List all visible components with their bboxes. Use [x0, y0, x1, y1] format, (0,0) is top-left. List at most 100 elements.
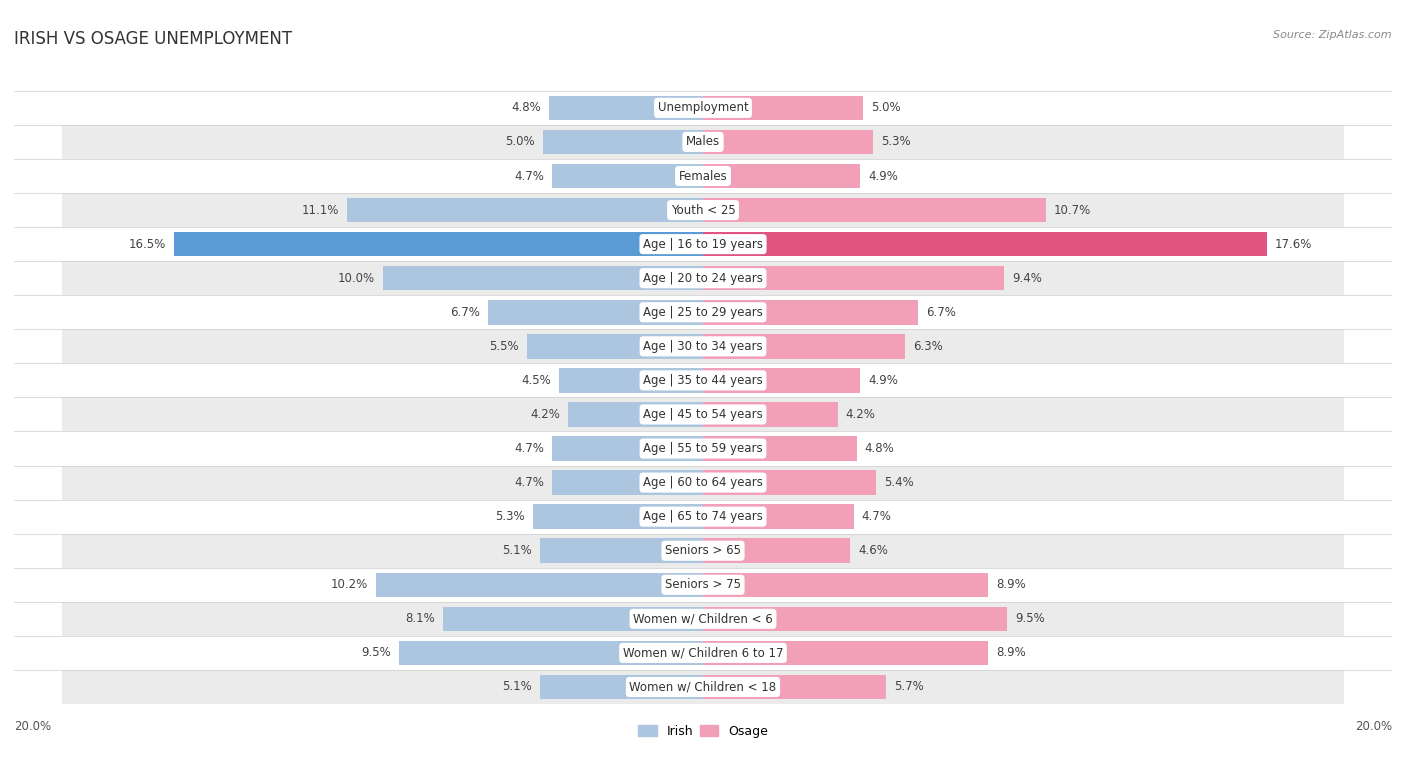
Text: 16.5%: 16.5%	[129, 238, 166, 251]
Bar	[558, 368, 703, 393]
Bar	[488, 300, 703, 325]
Bar	[62, 261, 1344, 295]
Text: Age | 20 to 24 years: Age | 20 to 24 years	[643, 272, 763, 285]
Bar	[703, 436, 856, 461]
Bar	[568, 402, 703, 427]
Text: 4.9%: 4.9%	[868, 374, 898, 387]
Text: Age | 30 to 34 years: Age | 30 to 34 years	[643, 340, 763, 353]
Legend: Irish, Osage: Irish, Osage	[633, 720, 773, 743]
Text: Age | 45 to 54 years: Age | 45 to 54 years	[643, 408, 763, 421]
Text: Women w/ Children < 6: Women w/ Children < 6	[633, 612, 773, 625]
Bar	[62, 159, 1344, 193]
Text: 9.5%: 9.5%	[1015, 612, 1045, 625]
Text: 6.3%: 6.3%	[912, 340, 942, 353]
Text: 6.7%: 6.7%	[450, 306, 481, 319]
Text: 4.2%: 4.2%	[530, 408, 561, 421]
Text: 4.8%: 4.8%	[865, 442, 894, 455]
Bar	[703, 470, 876, 495]
Text: Seniors > 75: Seniors > 75	[665, 578, 741, 591]
Bar	[553, 470, 703, 495]
Bar	[703, 266, 1004, 291]
Bar	[703, 606, 1008, 631]
Bar	[703, 129, 873, 154]
Bar	[703, 538, 851, 563]
Bar	[703, 164, 860, 188]
Text: 8.1%: 8.1%	[406, 612, 436, 625]
Bar	[62, 602, 1344, 636]
Text: 4.2%: 4.2%	[845, 408, 876, 421]
Bar	[533, 504, 703, 529]
Text: Women w/ Children < 18: Women w/ Children < 18	[630, 681, 776, 693]
Text: 20.0%: 20.0%	[1355, 720, 1392, 734]
Text: 4.7%: 4.7%	[515, 442, 544, 455]
Bar	[527, 334, 703, 359]
Text: Youth < 25: Youth < 25	[671, 204, 735, 217]
Text: Seniors > 65: Seniors > 65	[665, 544, 741, 557]
Text: Age | 65 to 74 years: Age | 65 to 74 years	[643, 510, 763, 523]
Bar	[703, 95, 863, 120]
Text: 6.7%: 6.7%	[925, 306, 956, 319]
Text: Age | 35 to 44 years: Age | 35 to 44 years	[643, 374, 763, 387]
Text: 4.9%: 4.9%	[868, 170, 898, 182]
Text: Age | 60 to 64 years: Age | 60 to 64 years	[643, 476, 763, 489]
Bar	[62, 363, 1344, 397]
Bar	[62, 431, 1344, 466]
Text: 4.7%: 4.7%	[515, 170, 544, 182]
Text: 5.5%: 5.5%	[489, 340, 519, 353]
Bar	[540, 674, 703, 699]
Text: 5.3%: 5.3%	[880, 136, 911, 148]
Text: 5.3%: 5.3%	[495, 510, 526, 523]
Text: 5.7%: 5.7%	[894, 681, 924, 693]
Text: Women w/ Children 6 to 17: Women w/ Children 6 to 17	[623, 646, 783, 659]
Bar	[62, 125, 1344, 159]
Text: 10.2%: 10.2%	[330, 578, 368, 591]
Text: 10.7%: 10.7%	[1054, 204, 1091, 217]
Bar	[543, 129, 703, 154]
Bar	[703, 368, 860, 393]
Text: 9.4%: 9.4%	[1012, 272, 1042, 285]
Text: 17.6%: 17.6%	[1275, 238, 1312, 251]
Text: 4.8%: 4.8%	[512, 101, 541, 114]
Text: 11.1%: 11.1%	[302, 204, 339, 217]
Bar	[703, 232, 1267, 257]
Text: 4.7%: 4.7%	[862, 510, 891, 523]
Bar	[62, 397, 1344, 431]
Bar	[382, 266, 703, 291]
Bar	[703, 334, 905, 359]
Bar	[703, 402, 838, 427]
Bar	[703, 640, 988, 665]
Bar	[62, 329, 1344, 363]
Bar	[62, 295, 1344, 329]
Text: Age | 25 to 29 years: Age | 25 to 29 years	[643, 306, 763, 319]
Text: 4.7%: 4.7%	[515, 476, 544, 489]
Bar	[62, 500, 1344, 534]
Bar	[398, 640, 703, 665]
Bar	[703, 300, 918, 325]
Text: 8.9%: 8.9%	[997, 646, 1026, 659]
Bar	[553, 164, 703, 188]
Bar	[62, 227, 1344, 261]
Text: 4.6%: 4.6%	[859, 544, 889, 557]
Text: 8.9%: 8.9%	[997, 578, 1026, 591]
Bar	[443, 606, 703, 631]
Bar	[62, 670, 1344, 704]
Bar	[62, 568, 1344, 602]
Text: 5.0%: 5.0%	[872, 101, 901, 114]
Bar	[62, 193, 1344, 227]
Text: 4.5%: 4.5%	[522, 374, 551, 387]
Text: 10.0%: 10.0%	[337, 272, 374, 285]
Text: 20.0%: 20.0%	[14, 720, 51, 734]
Bar	[347, 198, 703, 223]
Bar	[550, 95, 703, 120]
Bar	[377, 572, 703, 597]
Text: IRISH VS OSAGE UNEMPLOYMENT: IRISH VS OSAGE UNEMPLOYMENT	[14, 30, 292, 48]
Bar	[62, 636, 1344, 670]
Text: Unemployment: Unemployment	[658, 101, 748, 114]
Bar	[703, 572, 988, 597]
Text: 5.1%: 5.1%	[502, 681, 531, 693]
Bar	[540, 538, 703, 563]
Text: Age | 16 to 19 years: Age | 16 to 19 years	[643, 238, 763, 251]
Bar	[174, 232, 703, 257]
Text: Source: ZipAtlas.com: Source: ZipAtlas.com	[1274, 30, 1392, 40]
Bar	[62, 534, 1344, 568]
